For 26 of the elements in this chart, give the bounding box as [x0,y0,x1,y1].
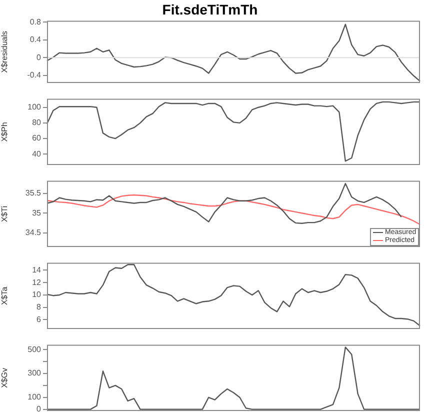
y-axis-title: X$Ph [0,122,10,142]
y-tick-label: 100 [28,102,42,112]
y-tick-label: 0.8 [30,17,42,26]
y-tick-label: 14 [32,265,42,274]
y-tick-label: 100 [28,392,42,402]
y-tick-label: 0 [36,404,42,414]
y-axis-title: X$Ti [0,206,10,222]
y-tick-label: 35 [32,208,42,218]
y-tick-label: 12 [32,278,42,287]
y-tick-label: -0.4 [27,70,42,80]
y-tick-label: 80 [32,118,42,128]
y-tick-label: 300 [28,368,42,378]
y-axis-title: X$Gv [0,368,10,388]
y-tick-label: 10 [32,290,42,300]
y-tick-label: 500 [28,344,42,354]
y-tick-label: 34.5 [25,228,42,238]
y-tick-label: 35.5 [25,188,42,198]
chart-title: Fit.sdeTiTmTh [162,1,258,18]
y-tick-label: 40 [32,149,42,158]
y-tick-label: 60 [32,134,42,143]
y-axis-title: X$residuals [0,30,10,73]
y-tick-label: 8 [36,302,42,312]
y-axis-title: X$Ta [0,286,10,306]
y-tick-label: 6 [36,314,42,324]
y-tick-label: 0 [36,52,42,62]
y-tick-label: 0.4 [30,35,42,44]
